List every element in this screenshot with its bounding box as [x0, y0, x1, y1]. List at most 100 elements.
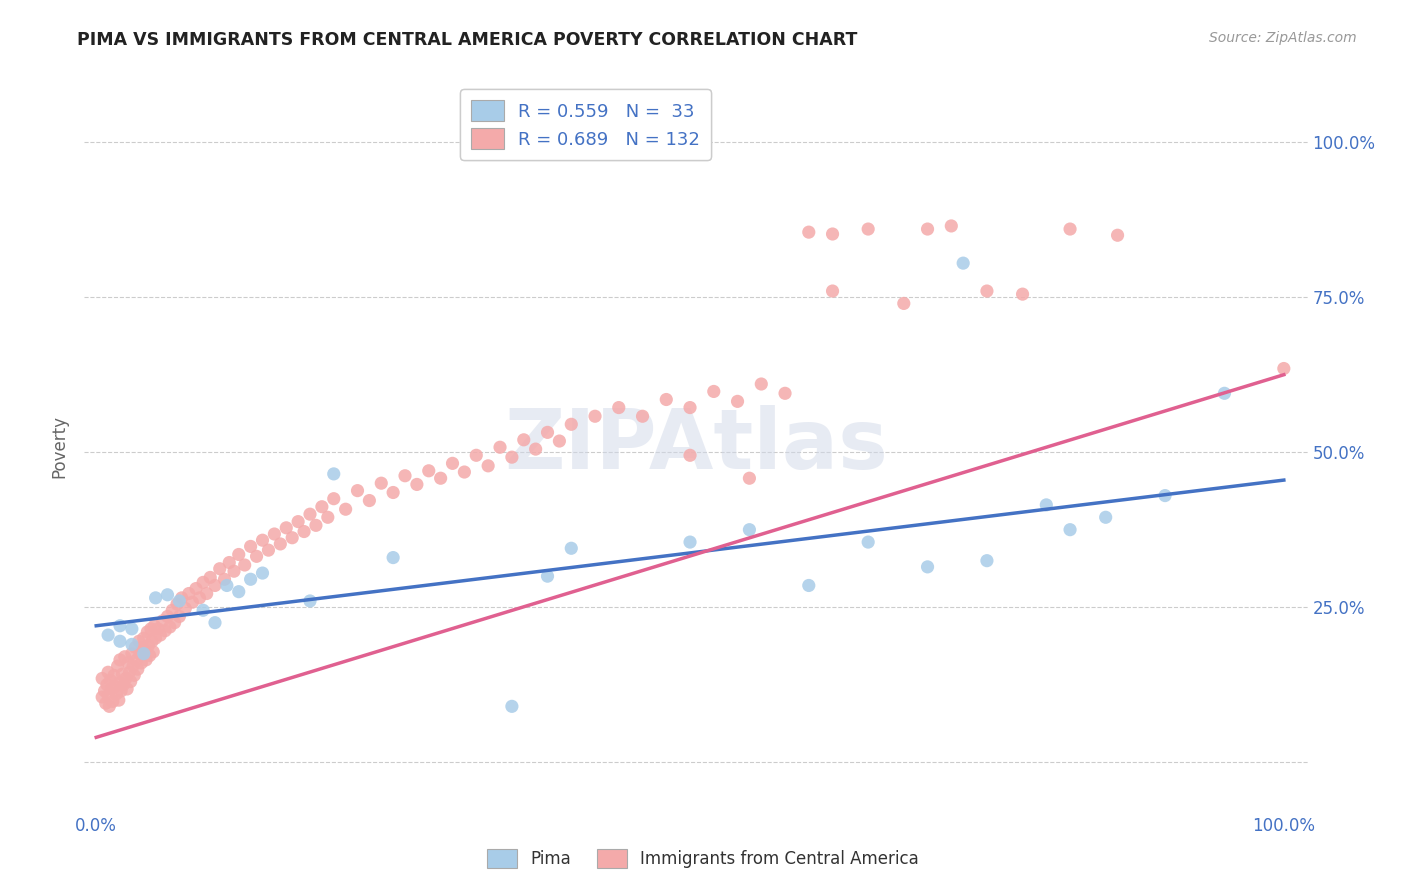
Point	[122, 659, 145, 673]
Point	[269, 537, 291, 551]
Point	[513, 433, 536, 447]
Point	[252, 566, 274, 580]
Point	[156, 609, 179, 624]
Point	[131, 656, 153, 670]
Point	[1213, 386, 1236, 401]
Point	[195, 586, 218, 600]
Point	[298, 507, 321, 521]
Point	[1035, 498, 1057, 512]
Point	[127, 662, 149, 676]
Point	[821, 227, 844, 241]
Point	[1154, 489, 1177, 503]
Point	[93, 683, 115, 698]
Point	[114, 649, 136, 664]
Point	[370, 476, 392, 491]
Point	[112, 678, 135, 692]
Point	[156, 588, 179, 602]
Point	[108, 675, 131, 690]
Point	[166, 597, 188, 611]
Point	[453, 465, 475, 479]
Point	[139, 622, 162, 636]
Point	[97, 665, 120, 680]
Point	[132, 647, 155, 661]
Point	[727, 394, 749, 409]
Point	[191, 603, 214, 617]
Point	[245, 549, 267, 564]
Point	[893, 296, 915, 310]
Point	[305, 518, 328, 533]
Point	[821, 284, 844, 298]
Point	[316, 510, 339, 524]
Point	[146, 622, 169, 636]
Point	[917, 222, 939, 236]
Point	[218, 556, 240, 570]
Point	[1059, 523, 1081, 537]
Point	[583, 409, 606, 424]
Point	[208, 562, 231, 576]
Point	[1272, 361, 1295, 376]
Point	[257, 543, 280, 558]
Point	[96, 678, 118, 692]
Point	[108, 634, 131, 648]
Point	[281, 531, 304, 545]
Point	[394, 468, 416, 483]
Point	[292, 524, 315, 539]
Point	[128, 634, 150, 648]
Point	[101, 694, 124, 708]
Point	[346, 483, 368, 498]
Point	[122, 668, 145, 682]
Point	[98, 699, 121, 714]
Point	[200, 570, 222, 584]
Point	[311, 500, 333, 514]
Point	[252, 533, 274, 548]
Point	[97, 628, 120, 642]
Point	[941, 219, 963, 233]
Point	[501, 699, 523, 714]
Point	[100, 681, 122, 696]
Point	[298, 594, 321, 608]
Point	[738, 523, 761, 537]
Point	[322, 491, 344, 506]
Point	[117, 656, 139, 670]
Point	[129, 647, 152, 661]
Point	[138, 648, 160, 663]
Point	[560, 541, 582, 556]
Point	[104, 680, 127, 694]
Y-axis label: Poverty: Poverty	[51, 415, 69, 477]
Point	[125, 653, 148, 667]
Point	[917, 560, 939, 574]
Point	[976, 284, 998, 298]
Point	[359, 493, 381, 508]
Point	[222, 564, 245, 578]
Point	[108, 653, 131, 667]
Text: Source: ZipAtlas.com: Source: ZipAtlas.com	[1209, 31, 1357, 45]
Point	[607, 401, 630, 415]
Point	[145, 631, 167, 645]
Point	[115, 672, 138, 686]
Point	[121, 647, 143, 661]
Point	[233, 558, 256, 572]
Point	[124, 640, 146, 655]
Point	[94, 696, 117, 710]
Point	[382, 550, 405, 565]
Point	[797, 578, 820, 592]
Point	[111, 667, 134, 681]
Point	[142, 645, 165, 659]
Point	[477, 458, 499, 473]
Point	[131, 640, 153, 655]
Point	[1094, 510, 1116, 524]
Point	[107, 693, 129, 707]
Point	[228, 548, 250, 562]
Point	[679, 535, 702, 549]
Point	[335, 502, 357, 516]
Point	[228, 584, 250, 599]
Point	[560, 417, 582, 432]
Point	[120, 674, 142, 689]
Point	[536, 569, 558, 583]
Point	[159, 620, 181, 634]
Point	[121, 622, 143, 636]
Point	[181, 595, 204, 609]
Legend: R = 0.559   N =  33, R = 0.689   N = 132: R = 0.559 N = 33, R = 0.689 N = 132	[460, 89, 711, 160]
Point	[1011, 287, 1033, 301]
Point	[191, 575, 214, 590]
